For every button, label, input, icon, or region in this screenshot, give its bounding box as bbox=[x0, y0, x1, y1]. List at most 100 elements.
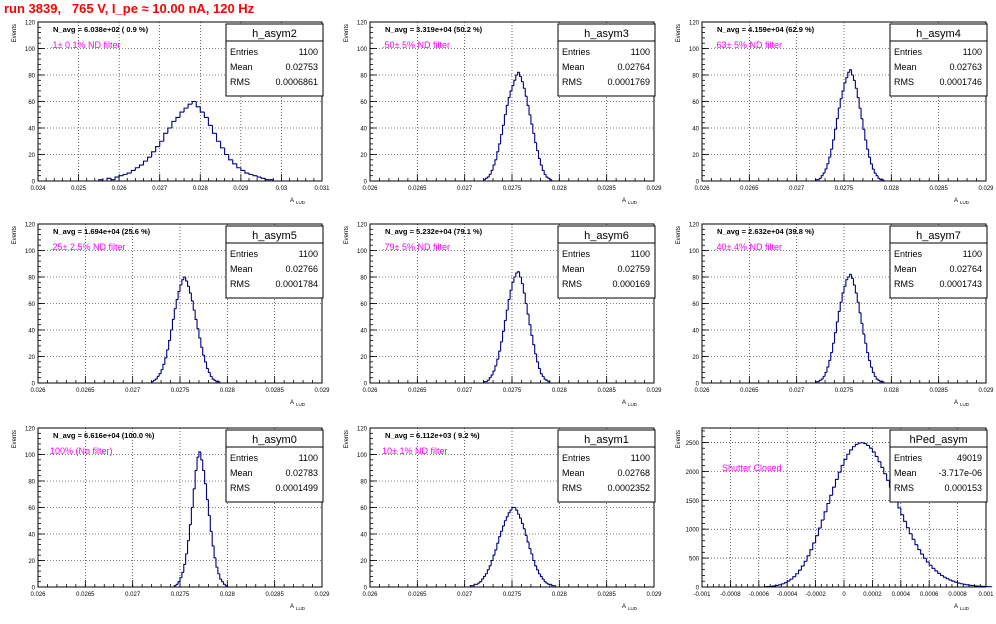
y-tick-label: 80 bbox=[28, 74, 35, 80]
x-tick-label: 0.0265 bbox=[408, 186, 427, 192]
y-tick-label: 100 bbox=[689, 249, 700, 255]
stats-label-mean: Mean bbox=[894, 264, 917, 274]
histogram-bin bbox=[163, 364, 165, 369]
histogram-hPed_asym: 05001000150020002500-0.001-0.0008-0.0006… bbox=[664, 424, 996, 624]
x-tick-label: 0.028 bbox=[552, 592, 568, 598]
y-tick-label: 120 bbox=[357, 223, 368, 229]
histogram-bin bbox=[197, 319, 199, 328]
x-tick-label: 0.0275 bbox=[503, 186, 522, 192]
x-axis-title: A bbox=[290, 400, 294, 406]
histogram-bin bbox=[846, 280, 848, 287]
y-axis-title: Events bbox=[344, 430, 350, 448]
histogram-bin bbox=[478, 583, 480, 584]
y-tick-label: 20 bbox=[28, 559, 35, 565]
stats-box-title: hPed_asym bbox=[909, 434, 967, 446]
stats-value-entries: 49019 bbox=[957, 453, 982, 463]
x-tick-label: 0.027 bbox=[789, 186, 805, 192]
histogram-bin bbox=[878, 456, 881, 461]
histogram-bin bbox=[537, 354, 539, 362]
histogram-bin bbox=[189, 525, 191, 541]
histogram-bin bbox=[119, 176, 123, 177]
stats-box-title: h_asym4 bbox=[916, 28, 961, 40]
y-tick-label: 100 bbox=[357, 453, 368, 459]
histogram-bin bbox=[878, 176, 880, 179]
histogram-bin bbox=[229, 155, 233, 160]
x-tick-label: 0.026 bbox=[362, 592, 378, 598]
histogram-bin bbox=[904, 515, 907, 522]
histogram-bin bbox=[853, 447, 856, 450]
histogram-bin bbox=[516, 508, 518, 511]
histogram-bin bbox=[835, 479, 838, 487]
y-tick-label: 100 bbox=[25, 453, 36, 459]
histogram-bin bbox=[508, 300, 510, 311]
y-tick-label: 80 bbox=[28, 480, 35, 486]
histogram-bin bbox=[840, 302, 842, 311]
stats-value-rms: 0.0001743 bbox=[939, 279, 982, 289]
histogram-bin bbox=[529, 105, 531, 114]
histogram-bin bbox=[525, 88, 527, 96]
stats-value-rms: 0.000153 bbox=[944, 483, 982, 493]
y-tick-label: 80 bbox=[692, 276, 699, 282]
histogram-bin bbox=[497, 152, 499, 160]
histogram-bin bbox=[168, 128, 172, 133]
histogram-bin bbox=[861, 108, 863, 119]
stats-label-mean: Mean bbox=[230, 468, 253, 478]
x-axis-title-subscript: LUD bbox=[296, 606, 306, 611]
y-axis-title: Events bbox=[344, 24, 350, 42]
histogram-bin bbox=[844, 459, 847, 465]
histogram-bin bbox=[207, 362, 209, 369]
histogram-bin bbox=[241, 168, 245, 171]
histogram-bin bbox=[182, 280, 184, 285]
y-axis-title: Events bbox=[676, 226, 682, 244]
histogram-bin bbox=[825, 372, 827, 376]
y-tick-label: 60 bbox=[360, 302, 367, 308]
y-tick-label: 0 bbox=[364, 382, 368, 388]
y-tick-label: 0 bbox=[32, 586, 36, 592]
histogram-bin bbox=[495, 550, 497, 555]
histogram-bin bbox=[533, 124, 535, 133]
histogram-bin bbox=[527, 535, 529, 542]
navg-label: N_avg = 6.616e+04 (100.0 %) bbox=[53, 431, 155, 440]
histogram-bin bbox=[115, 177, 119, 180]
y-tick-label: 20 bbox=[360, 559, 367, 565]
stats-value-entries: 1100 bbox=[631, 453, 650, 463]
y-axis-title: Events bbox=[12, 226, 18, 244]
stats-value-mean: 0.02764 bbox=[617, 62, 650, 72]
histogram-bin bbox=[521, 518, 523, 523]
histogram-bin bbox=[864, 443, 867, 444]
histogram-bin bbox=[186, 554, 188, 565]
histogram-bin bbox=[874, 372, 876, 376]
histogram-bin bbox=[487, 380, 489, 381]
y-tick-label: 80 bbox=[360, 276, 367, 282]
histogram-bin bbox=[491, 170, 493, 174]
histogram-bin bbox=[838, 108, 840, 119]
histogram-bin bbox=[161, 370, 163, 374]
y-tick-label: 100 bbox=[357, 249, 368, 255]
histogram-bin bbox=[169, 341, 171, 350]
histogram-bin bbox=[193, 301, 195, 310]
histogram-bin bbox=[148, 157, 152, 161]
stats-value-entries: 1100 bbox=[299, 249, 318, 259]
histogram-bin bbox=[546, 174, 548, 177]
histogram-bin bbox=[195, 310, 197, 319]
histogram-bin bbox=[842, 293, 844, 302]
y-tick-label: 40 bbox=[28, 533, 35, 539]
histogram-bins bbox=[470, 508, 555, 588]
x-tick-label: 0.028 bbox=[220, 388, 236, 394]
histogram-bin bbox=[823, 376, 825, 379]
x-tick-label: 0.028 bbox=[193, 186, 209, 192]
histogram-bin bbox=[172, 121, 176, 128]
histogram-bin bbox=[921, 550, 924, 555]
histogram-bin bbox=[171, 330, 173, 341]
histogram-bin bbox=[831, 149, 833, 157]
histogram-bin bbox=[520, 272, 522, 277]
stats-label-entries: Entries bbox=[894, 47, 923, 57]
y-tick-label: 60 bbox=[692, 302, 699, 308]
x-tick-label: 0.0002 bbox=[863, 592, 882, 598]
